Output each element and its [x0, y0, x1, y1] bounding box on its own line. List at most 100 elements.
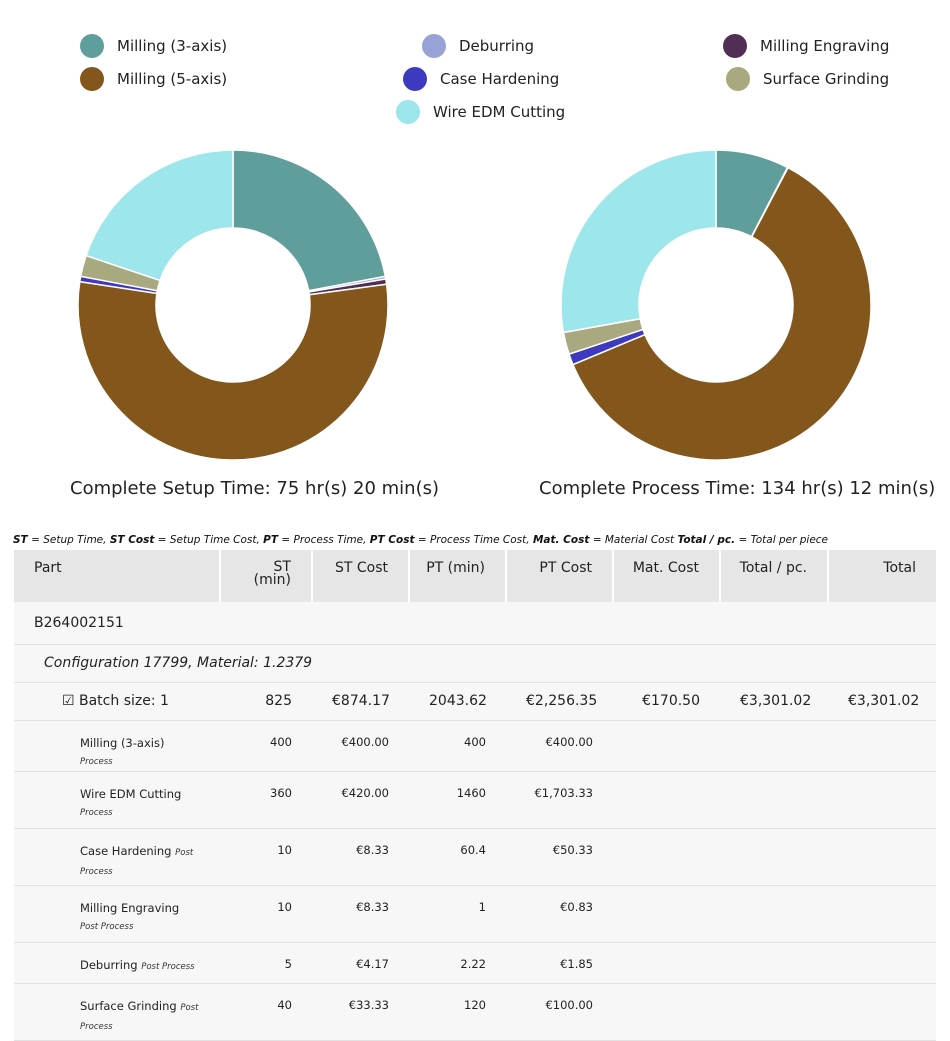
process-time-donut-chart [560, 149, 872, 461]
legend-item[interactable]: Deburring [422, 33, 534, 59]
legend-item[interactable]: Case Hardening [403, 66, 559, 92]
legend-swatch [396, 100, 420, 124]
table-row: Milling (3-axis) Process 400 €400.00 400… [14, 720, 936, 772]
table-row: Deburring Post Process 5 €4.17 2.22 €1.8… [14, 942, 936, 984]
cost-table: Part ST (min) ST Cost PT (min) PT Cost Ma… [14, 550, 936, 1041]
process-name: Surface Grinding [80, 998, 177, 1013]
batch-st: 825 [220, 682, 312, 721]
batch-total-pc: €3,301.02 [720, 682, 828, 721]
header-st-line2: (min) [253, 572, 291, 588]
legend-label: Case Hardening [440, 70, 560, 88]
legend-label: Milling (5-axis) [117, 70, 228, 88]
process-name-cell: Wire EDM Cutting Process [14, 771, 220, 829]
note-def: = Setup Time, [31, 534, 107, 546]
header-st-line1: ST [273, 559, 291, 575]
legend-swatch [403, 67, 427, 91]
table-row: Wire EDM Cutting Process 360 €420.00 1460… [14, 771, 936, 829]
slice-wire-edm-cutting[interactable] [85, 149, 234, 282]
empty-cell [828, 983, 936, 1041]
note-abbr: ST [13, 534, 28, 546]
process-st: 40 [220, 983, 312, 1041]
process-name: Deburring [80, 957, 138, 972]
header-process-cost[interactable]: PT Cost [506, 550, 614, 602]
header-process-time[interactable]: PT (min) [409, 550, 507, 602]
legend-swatch [422, 34, 446, 58]
process-st-cost: €8.33 [312, 828, 409, 886]
batch-total: €3,301.02 [828, 682, 936, 721]
empty-cell [828, 942, 936, 984]
empty-cell [720, 771, 828, 829]
process-name-cell: Milling (3-axis) Process [14, 720, 220, 772]
legend-item[interactable]: Milling Engraving [723, 33, 889, 59]
process-type: Post Process [141, 961, 195, 972]
empty-cell [720, 885, 828, 943]
legend-swatch [723, 34, 747, 58]
note-abbr: Mat. Cost [532, 534, 590, 546]
process-pt-cost: €1,703.33 [506, 771, 613, 829]
header-part[interactable]: Part [14, 550, 221, 602]
process-st-cost: €33.33 [312, 983, 409, 1041]
part-id: B264002151 [14, 602, 936, 645]
batch-row[interactable]: ☑ Batch size: 1 825 €874.17 2043.62 €2,2… [14, 682, 936, 721]
process-st: 360 [220, 771, 312, 829]
note-def: = Setup Time Cost, [157, 534, 260, 546]
table-row: Surface Grinding Post Process 40 €33.33 … [14, 983, 936, 1041]
legend-label: Deburring [459, 37, 535, 55]
table-row: Milling Engraving Post Process 10 €8.33 … [14, 885, 936, 943]
process-st: 10 [220, 828, 312, 886]
part-row: B264002151 [14, 602, 936, 645]
process-name-cell: Deburring Post Process [14, 942, 220, 984]
empty-cell [613, 771, 720, 829]
batch-st-cost: €874.17 [312, 682, 409, 721]
empty-cell [828, 885, 936, 943]
process-name: Milling (3-axis) [80, 735, 165, 750]
header-setup-time[interactable]: ST (min) [220, 550, 313, 602]
process-st: 5 [220, 942, 312, 984]
process-pt: 120 [409, 983, 506, 1041]
process-type: Post Process [80, 847, 194, 877]
legend-label: Milling Engraving [760, 37, 890, 55]
header-total[interactable]: Total [828, 550, 936, 602]
process-st-cost: €420.00 [312, 771, 409, 829]
setup-time-donut-chart [77, 149, 389, 461]
legend-item[interactable]: Milling (3-axis) [80, 33, 227, 59]
empty-cell [720, 828, 828, 886]
legend-item[interactable]: Wire EDM Cutting [396, 99, 565, 125]
process-pt-cost: €0.83 [506, 885, 613, 943]
legend-label: Milling (3-axis) [117, 37, 228, 55]
process-name: Milling Engraving [80, 900, 180, 915]
slice-wire-edm-cutting[interactable] [560, 149, 717, 334]
cost-table-container: Part ST (min) ST Cost PT (min) PT Cost Ma… [14, 550, 936, 1041]
batch-size-checkbox-label[interactable]: ☑ Batch size: 1 [14, 682, 220, 721]
legend-label: Wire EDM Cutting [433, 103, 566, 121]
process-type: Process [80, 756, 113, 767]
batch-pt-cost: €2,256.35 [506, 682, 613, 721]
process-name-cell: Case Hardening Post Process [14, 828, 220, 886]
legend-item[interactable]: Milling (5-axis) [80, 66, 227, 92]
note-abbr: PT [263, 534, 279, 546]
slice-milling-5-axis[interactable] [571, 166, 872, 461]
empty-cell [613, 983, 720, 1041]
empty-cell [828, 771, 936, 829]
header-setup-cost[interactable]: ST Cost [312, 550, 410, 602]
process-name: Wire EDM Cutting [80, 786, 182, 801]
legend-item[interactable]: Surface Grinding [726, 66, 889, 92]
empty-cell [720, 942, 828, 984]
note-abbr: Total / pc. [677, 534, 736, 546]
header-total-per-piece[interactable]: Total / pc. [720, 550, 829, 602]
header-material-cost[interactable]: Mat. Cost [613, 550, 721, 602]
process-name-cell: Milling Engraving Post Process [14, 885, 220, 943]
process-name-cell: Surface Grinding Post Process [14, 983, 220, 1041]
process-st-cost: €400.00 [312, 720, 409, 772]
process-time-caption: Complete Process Time: 134 hr(s) 12 min(… [539, 478, 936, 499]
slice-milling-3-axis[interactable] [232, 149, 387, 292]
process-type: Post Process [80, 921, 134, 932]
slice-milling-5-axis[interactable] [77, 280, 389, 461]
process-type: Post Process [80, 1002, 199, 1032]
table-header-row: Part ST (min) ST Cost PT (min) PT Cost Ma… [14, 550, 936, 602]
chart-legend: Milling (3-axis) Deburring Milling Engra… [0, 0, 950, 130]
batch-mat-cost: €170.50 [613, 682, 720, 721]
legend-swatch [80, 34, 104, 58]
configuration-label: Configuration 17799, Material: 1.2379 [14, 644, 936, 683]
note-def: = Total per piece [738, 534, 829, 546]
